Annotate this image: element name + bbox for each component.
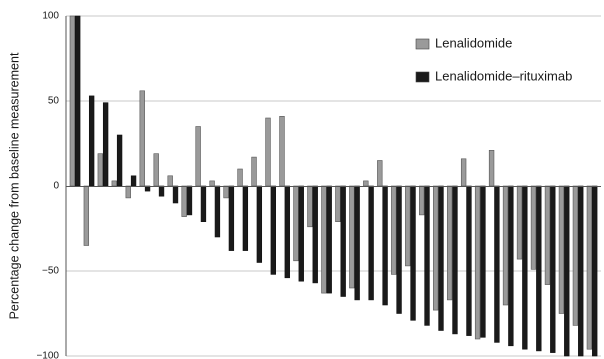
bar-lenalidomide — [474, 185, 481, 340]
bar-lenalidomide — [391, 185, 397, 275]
bar-lenalidomide-rituximab — [228, 185, 235, 251]
bar-lenalidomide — [237, 168, 243, 187]
y-axis-label: Percentage change from baseline measurem… — [7, 52, 21, 319]
bar-lenalidomide-rituximab — [172, 185, 179, 204]
bar-lenalidomide — [209, 180, 215, 187]
bar-lenalidomide — [195, 126, 201, 187]
bar-lenalidomide — [139, 90, 145, 187]
bar-lenalidomide — [433, 185, 439, 311]
bar-lenalidomide-rituximab — [424, 185, 430, 326]
bar-lenalidomide — [111, 180, 117, 187]
bar-lenalidomide — [125, 185, 131, 199]
bar-lenalidomide — [502, 185, 509, 306]
bar-lenalidomide — [544, 185, 551, 285]
bar-lenalidomide-rituximab — [88, 95, 95, 187]
bar-lenalidomide — [419, 185, 425, 216]
bar-lenalidomide-rituximab — [508, 185, 514, 347]
bar-lenalidomide — [251, 156, 257, 187]
bar-lenalidomide — [279, 116, 285, 187]
bar-lenalidomide — [446, 185, 453, 301]
bar-lenalidomide-rituximab — [75, 15, 81, 187]
bar-lenalidomide-rituximab — [354, 185, 360, 301]
bar-lenalidomide — [97, 153, 103, 187]
bar-lenalidomide-rituximab — [494, 185, 500, 343]
bar-lenalidomide-rituximab — [522, 185, 528, 350]
bar-lenalidomide — [293, 185, 299, 262]
bar-lenalidomide-rituximab — [298, 185, 304, 282]
bar-lenalidomide-rituximab — [592, 185, 598, 357]
gridlines — [66, 15, 601, 357]
bar-lenalidomide — [516, 185, 523, 260]
bar-lenalidomide-rituximab — [256, 185, 263, 263]
bar-lenalidomide-rituximab — [200, 185, 207, 223]
legend-label: Lenalidomide — [435, 35, 512, 50]
legend: Lenalidomide Lenalidomide–rituximab — [415, 35, 572, 83]
bar-lenalidomide — [69, 15, 76, 187]
y-tick-label: −100 — [36, 351, 59, 359]
bar-lenalidomide-rituximab — [326, 185, 332, 294]
bar-lenalidomide-rituximab — [270, 185, 276, 275]
bar-lenalidomide — [488, 150, 495, 187]
bar-lenalidomide — [307, 185, 313, 228]
bar-lenalidomide-rituximab — [536, 185, 542, 352]
bar-lenalidomide — [83, 185, 90, 246]
bar-lenalidomide-rituximab — [130, 175, 137, 187]
bar-lenalidomide — [586, 185, 593, 350]
legend-label: Lenalidomide–rituximab — [435, 68, 572, 83]
bar-lenalidomide — [405, 185, 411, 267]
y-axis-ticks: 100 50 0 −50 −100 — [36, 11, 59, 359]
legend-swatch — [415, 71, 430, 83]
y-tick-label: 100 — [42, 11, 59, 22]
bar-lenalidomide-rituximab — [116, 134, 123, 187]
bar-lenalidomide — [460, 158, 467, 187]
bar-lenalidomide-rituximab — [284, 185, 290, 279]
bar-lenalidomide — [335, 185, 341, 223]
bar-lenalidomide — [558, 185, 565, 314]
bar-lenalidomide-rituximab — [578, 185, 584, 357]
bar-lenalidomide — [349, 185, 355, 289]
bar-lenalidomide-rituximab — [550, 185, 556, 353]
bar-lenalidomide-rituximab — [340, 185, 346, 297]
bar-lenalidomide-rituximab — [312, 185, 318, 284]
bar-lenalidomide-rituximab — [466, 185, 472, 336]
legend-swatch — [415, 38, 430, 50]
bar-lenalidomide-rituximab — [242, 185, 249, 251]
bar-lenalidomide-rituximab — [396, 185, 402, 314]
bar-lenalidomide-rituximab — [452, 185, 458, 335]
bar-lenalidomide-rituximab — [480, 185, 486, 338]
bar-lenalidomide — [265, 117, 271, 187]
bar-lenalidomide-rituximab — [564, 185, 570, 357]
y-tick-label: −50 — [42, 266, 59, 277]
bar-lenalidomide — [363, 180, 369, 187]
y-tick-label: 0 — [53, 181, 59, 192]
bar-lenalidomide — [321, 185, 327, 294]
y-tick-label: 50 — [48, 96, 60, 107]
bar-lenalidomide — [530, 185, 537, 270]
bar-lenalidomide-rituximab — [102, 102, 109, 187]
bar-lenalidomide-rituximab — [438, 185, 444, 331]
bar-lenalidomide — [167, 175, 173, 187]
bar-lenalidomide-rituximab — [158, 185, 165, 197]
bar-lenalidomide — [377, 160, 383, 187]
bars — [69, 15, 598, 357]
bar-lenalidomide — [181, 185, 187, 217]
bar-lenalidomide-rituximab — [410, 185, 416, 321]
bar-lenalidomide-rituximab — [214, 185, 221, 238]
bar-lenalidomide — [223, 185, 229, 199]
bar-lenalidomide-rituximab — [368, 185, 374, 301]
bar-lenalidomide-rituximab — [382, 185, 388, 306]
bar-lenalidomide — [153, 153, 159, 187]
bar-lenalidomide-rituximab — [186, 185, 193, 216]
bar-lenalidomide — [572, 185, 579, 326]
